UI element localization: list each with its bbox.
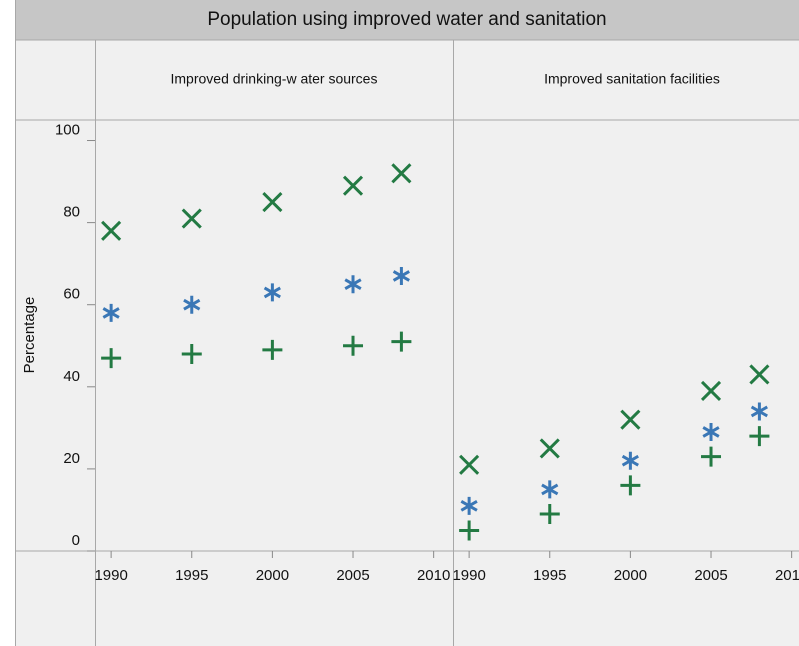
point <box>702 422 720 441</box>
marker-stroke <box>181 343 202 364</box>
marker-stroke <box>392 266 410 285</box>
y-tick-label: 40 <box>63 368 80 385</box>
point <box>541 480 559 499</box>
marker-stroke <box>541 480 559 499</box>
marker-stroke <box>749 364 770 385</box>
point <box>621 451 639 470</box>
x-tick-label: 2000 <box>614 567 647 584</box>
point <box>262 339 283 360</box>
point <box>263 283 281 302</box>
marker-stroke <box>700 380 722 401</box>
marker-stroke <box>101 220 122 241</box>
panel-title: Improved sanitation facilities <box>544 71 720 87</box>
marker-stroke <box>621 451 639 470</box>
marker-stroke <box>343 335 364 356</box>
point <box>101 220 122 241</box>
y-tick-label: 0 <box>72 532 80 549</box>
x-tick-label: 1990 <box>452 567 485 584</box>
marker-stroke <box>391 163 412 184</box>
marker-stroke <box>262 192 283 213</box>
point <box>391 163 412 184</box>
point <box>460 496 478 515</box>
point <box>459 454 480 475</box>
marker-stroke <box>181 208 202 229</box>
background <box>15 0 799 646</box>
marker-stroke <box>750 402 768 421</box>
x-tick-label: 2010 <box>775 567 799 584</box>
marker-stroke <box>101 348 122 369</box>
x-tick-label: 1995 <box>533 567 566 584</box>
marker-stroke <box>460 496 478 515</box>
point <box>700 380 722 401</box>
y-tick-label: 80 <box>63 204 80 221</box>
x-tick-label: 2010 <box>417 567 450 584</box>
marker-stroke <box>701 446 722 467</box>
marker-stroke <box>263 283 281 302</box>
marker-stroke <box>102 303 120 322</box>
point <box>459 520 480 541</box>
marker-stroke <box>262 339 283 360</box>
x-tick-label: 2005 <box>336 567 369 584</box>
point <box>262 192 283 213</box>
x-tick-label: 1990 <box>94 567 127 584</box>
point <box>391 331 412 352</box>
marker-stroke <box>620 475 641 496</box>
marker-stroke <box>702 422 720 441</box>
point <box>701 446 722 467</box>
point <box>342 175 364 196</box>
panel-title: Improved drinking-w ater sources <box>171 71 378 87</box>
marker-stroke <box>183 295 201 314</box>
x-tick-label: 2000 <box>256 567 289 584</box>
point <box>181 343 202 364</box>
point <box>620 475 641 496</box>
point <box>750 402 768 421</box>
marker-stroke <box>459 454 480 475</box>
marker-stroke <box>539 504 560 525</box>
y-tick-label: 20 <box>63 450 80 467</box>
y-tick-label: 60 <box>63 286 80 303</box>
marker-stroke <box>344 275 362 294</box>
point <box>749 426 770 447</box>
marker-stroke <box>749 426 770 447</box>
marker-stroke <box>391 331 412 352</box>
point <box>539 438 560 459</box>
point <box>344 275 362 294</box>
point <box>181 208 202 229</box>
x-tick-label: 2005 <box>694 567 727 584</box>
point <box>343 335 364 356</box>
marker-stroke <box>459 520 480 541</box>
marker-stroke <box>342 175 364 196</box>
point <box>102 303 120 322</box>
point <box>183 295 201 314</box>
point <box>620 409 641 430</box>
marker-stroke <box>539 438 560 459</box>
x-tick-label: 1995 <box>175 567 208 584</box>
point <box>539 504 560 525</box>
point <box>392 266 410 285</box>
y-tick-label: 100 <box>55 121 80 138</box>
point <box>749 364 770 385</box>
point <box>101 348 122 369</box>
marker-stroke <box>620 409 641 430</box>
y-axis-label: Percentage <box>21 297 38 374</box>
title-bar <box>15 0 799 40</box>
chart-title: Population using improved water and sani… <box>207 9 606 30</box>
